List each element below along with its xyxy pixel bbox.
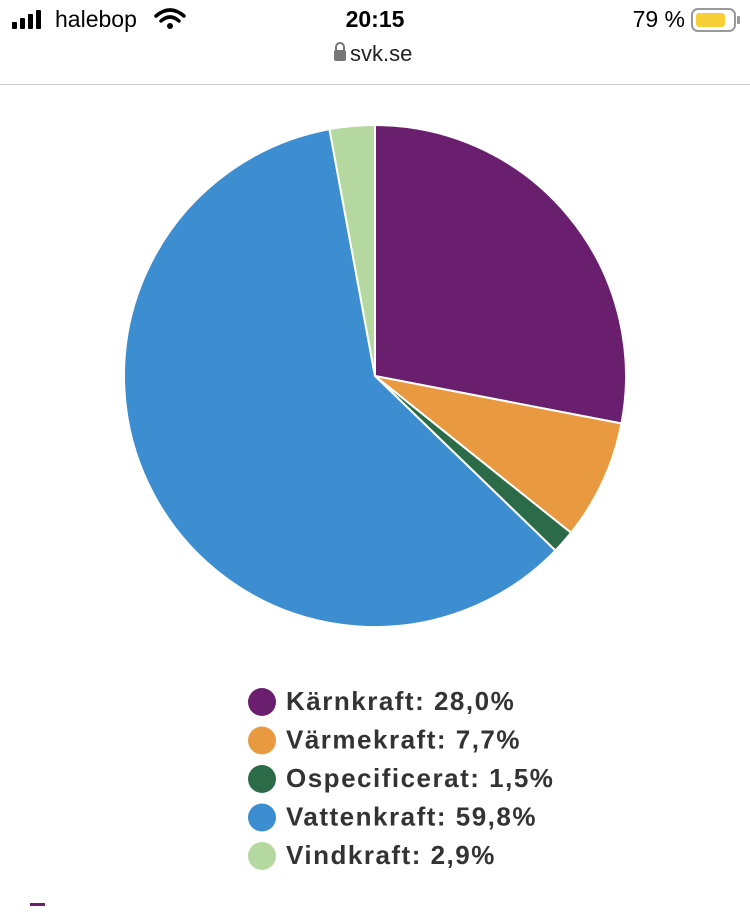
wifi-icon: [154, 8, 186, 23]
url[interactable]: svk.se: [350, 41, 412, 66]
legend-swatch: [248, 842, 276, 870]
accent-dash: [30, 903, 45, 906]
pie-slice: [328, 123, 376, 377]
pie-slice: [374, 123, 627, 425]
lock-shackle: [335, 42, 345, 51]
legend-label: Vindkraft: 2,9%: [286, 840, 496, 870]
battery-level: [696, 13, 725, 27]
clock: 20:15: [346, 6, 405, 32]
legend-label: Kärnkraft: 28,0%: [286, 686, 515, 716]
legend-label: Vattenkraft: 59,8%: [286, 801, 537, 831]
signal-bar: [28, 14, 33, 29]
carrier: halebop: [55, 6, 137, 32]
legend: Kärnkraft: 28,0% Värmekraft: 7,7% Ospecifi…: [248, 686, 554, 870]
pie-slice: [123, 127, 557, 628]
signal-bar: [36, 10, 41, 29]
signal-bar: [12, 22, 17, 29]
lock-icon: [334, 50, 346, 61]
wifi-dot: [167, 23, 173, 29]
pie-chart: [123, 123, 627, 628]
legend-swatch: [248, 688, 276, 716]
legend-label: Värmekraft: 7,7%: [286, 724, 521, 754]
battery-percent: 79 %: [633, 6, 685, 32]
pie-slice: [374, 375, 623, 535]
legend-swatch: [248, 765, 276, 793]
battery-outline: [691, 8, 736, 32]
legend-swatch: [248, 803, 276, 832]
status-bar: halebop 20:15 79 % svk.se: [0, 6, 750, 85]
battery-tip: [737, 16, 740, 24]
legend-label: Ospecificerat: 1,5%: [286, 763, 554, 793]
signal-bar: [20, 18, 25, 29]
legend-swatch: [248, 726, 276, 755]
